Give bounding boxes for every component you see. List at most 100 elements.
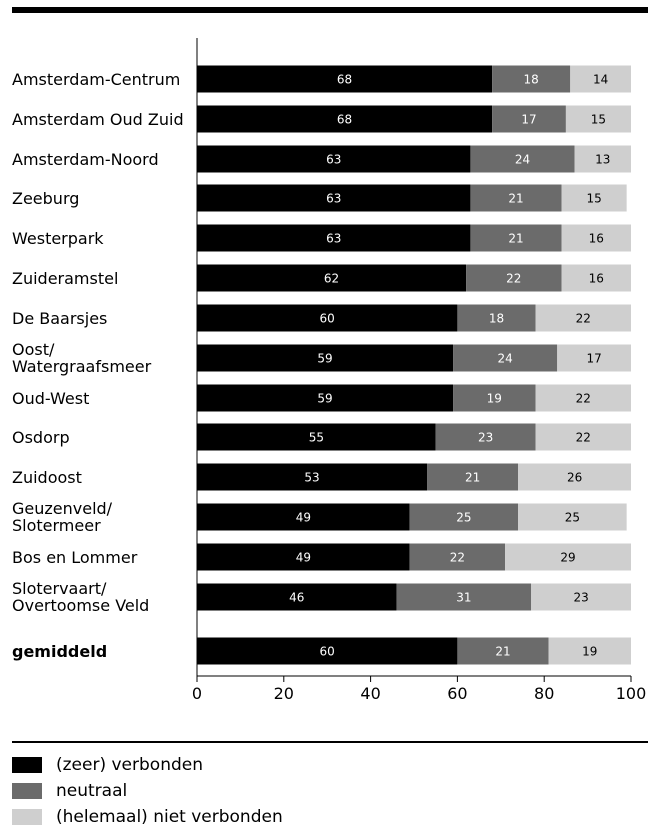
bar-amsterdam-centrum-series-1 xyxy=(492,65,571,93)
bar-geuzenveld-slotermeer-series-0 xyxy=(197,503,410,531)
data-label-zeeburg-series-0: 63 xyxy=(326,192,341,206)
data-label-zuidoost-series-1: 21 xyxy=(465,471,480,485)
category-label-oost-watergraafsmeer: Oost/Watergraafsmeer xyxy=(12,340,152,376)
data-label-osdorp-series-1: 23 xyxy=(478,431,493,445)
bar-oost-watergraafsmeer-series-0 xyxy=(197,344,454,372)
data-label-amsterdam-oud-zuid-series-1: 17 xyxy=(521,113,536,127)
data-label-geuzenveld-slotermeer-series-0: 49 xyxy=(296,511,311,525)
data-label-amsterdam-centrum-series-0: 68 xyxy=(337,73,352,87)
data-label-oud-west-series-1: 19 xyxy=(487,392,502,406)
bar-zuideramstel-series-2 xyxy=(561,264,631,292)
data-label-amsterdam-noord-series-2: 13 xyxy=(595,153,610,167)
x-tick-label-80: 80 xyxy=(534,684,554,703)
data-label-amsterdam-noord-series-0: 63 xyxy=(326,153,341,167)
bar-amsterdam-oud-zuid-series-0 xyxy=(197,105,493,133)
x-tick-label-0: 0 xyxy=(192,684,202,703)
data-label-de-baarsjes-series-2: 22 xyxy=(576,312,591,326)
data-label-gemiddeld-series-1: 21 xyxy=(495,645,510,659)
bar-osdorp-series-1 xyxy=(435,423,536,451)
legend: (zeer) verbonden neutraal (helemaal) nie… xyxy=(12,752,283,830)
bar-zeeburg-series-1 xyxy=(470,184,562,212)
top-rule xyxy=(12,7,648,13)
data-label-zuideramstel-series-0: 62 xyxy=(324,272,339,286)
data-label-oud-west-series-2: 22 xyxy=(576,392,591,406)
category-label-zuidoost: Zuidoost xyxy=(12,468,82,487)
legend-label-verbonden: (zeer) verbonden xyxy=(56,755,203,775)
category-label-bos-en-lommer: Bos en Lommer xyxy=(12,548,138,567)
data-label-amsterdam-centrum-series-1: 18 xyxy=(524,73,539,87)
data-label-amsterdam-oud-zuid-series-2: 15 xyxy=(591,113,606,127)
bar-oud-west-series-1 xyxy=(453,384,536,412)
bar-zeeburg-series-0 xyxy=(197,184,471,212)
bar-zeeburg-series-2 xyxy=(561,184,627,212)
bar-bos-en-lommer-series-1 xyxy=(409,543,506,571)
x-axis: 0 20 40 60 80 100 xyxy=(192,38,646,703)
bar-de-baarsjes-series-2 xyxy=(535,304,631,332)
legend-swatch-verbonden xyxy=(12,757,42,773)
bar-amsterdam-oud-zuid-series-2 xyxy=(565,105,631,133)
legend-label-niet-verbonden: (helemaal) niet verbonden xyxy=(56,807,283,827)
bar-oost-watergraafsmeer-series-1 xyxy=(453,344,558,372)
category-label-osdorp: Osdorp xyxy=(12,428,70,447)
category-label-zuideramstel: Zuideramstel xyxy=(12,269,118,288)
bar-westerpark-series-1 xyxy=(470,224,562,252)
data-label-westerpark-series-0: 63 xyxy=(326,232,341,246)
bar-bos-en-lommer-series-2 xyxy=(505,543,631,571)
data-label-bos-en-lommer-series-1: 22 xyxy=(450,551,465,565)
data-label-zuidoost-series-2: 26 xyxy=(567,471,582,485)
x-tick-label-100: 100 xyxy=(616,684,647,703)
bar-westerpark-series-0 xyxy=(197,224,471,252)
bar-osdorp-series-2 xyxy=(535,423,631,451)
category-label-westerpark: Westerpark xyxy=(12,229,104,248)
category-labels-group: Amsterdam-Centrum Amsterdam Oud Zuid Amste… xyxy=(12,70,184,661)
bar-amsterdam-noord-series-2 xyxy=(574,145,631,173)
x-tick-label-40: 40 xyxy=(360,684,380,703)
data-label-zeeburg-series-1: 21 xyxy=(508,192,523,206)
bar-geuzenveld-slotermeer-series-1 xyxy=(409,503,519,531)
bar-zuideramstel-series-0 xyxy=(197,264,467,292)
data-label-osdorp-series-0: 55 xyxy=(309,431,324,445)
category-label-zeeburg: Zeeburg xyxy=(12,189,79,208)
data-label-oud-west-series-0: 59 xyxy=(317,392,332,406)
data-label-gemiddeld-series-0: 60 xyxy=(320,645,335,659)
bar-geuzenveld-slotermeer-series-2 xyxy=(518,503,627,531)
data-label-amsterdam-centrum-series-2: 14 xyxy=(593,73,608,87)
category-label-amsterdam-oud-zuid: Amsterdam Oud Zuid xyxy=(12,110,184,129)
bar-osdorp-series-0 xyxy=(197,423,436,451)
bar-gemiddeld-series-1 xyxy=(457,637,549,665)
stacked-bar-chart: 68 18 14 68 17 15 63 24 13 63 21 15 63 21 16 62 22 16 60 18… xyxy=(12,38,646,703)
bar-oud-west-series-0 xyxy=(197,384,454,412)
data-label-oost-watergraafsmeer-series-1: 24 xyxy=(497,352,512,366)
category-label-amsterdam-noord: Amsterdam-Noord xyxy=(12,150,159,169)
legend-item-niet-verbonden: (helemaal) niet verbonden xyxy=(12,804,283,830)
data-label-westerpark-series-1: 21 xyxy=(508,232,523,246)
bar-slotervaart-overtoomse-veld-series-0 xyxy=(197,583,397,611)
data-label-amsterdam-oud-zuid-series-0: 68 xyxy=(337,113,352,127)
category-label-slotervaart-overtoomse-veld: Slotervaart/Overtoomse Veld xyxy=(12,579,149,615)
data-label-geuzenveld-slotermeer-series-2: 25 xyxy=(565,511,580,525)
data-label-slotervaart-overtoomse-veld-series-2: 23 xyxy=(573,591,588,605)
bar-slotervaart-overtoomse-veld-series-2 xyxy=(531,583,631,611)
category-label-gemiddeld: gemiddeld xyxy=(12,642,107,661)
bar-de-baarsjes-series-1 xyxy=(457,304,536,332)
bar-amsterdam-noord-series-1 xyxy=(470,145,575,173)
x-tick-label-20: 20 xyxy=(274,684,294,703)
bar-amsterdam-noord-series-0 xyxy=(197,145,471,173)
bar-westerpark-series-2 xyxy=(561,224,631,252)
data-label-oost-watergraafsmeer-series-0: 59 xyxy=(317,352,332,366)
data-label-geuzenveld-slotermeer-series-1: 25 xyxy=(456,511,471,525)
legend-item-verbonden: (zeer) verbonden xyxy=(12,752,283,778)
bar-amsterdam-centrum-series-0 xyxy=(197,65,493,93)
data-label-gemiddeld-series-2: 19 xyxy=(582,645,597,659)
data-label-de-baarsjes-series-0: 60 xyxy=(320,312,335,326)
category-label-amsterdam-centrum: Amsterdam-Centrum xyxy=(12,70,180,89)
bar-de-baarsjes-series-0 xyxy=(197,304,458,332)
bar-zuidoost-series-1 xyxy=(427,463,519,491)
bar-bos-en-lommer-series-0 xyxy=(197,543,410,571)
bar-gemiddeld-series-2 xyxy=(548,637,631,665)
data-label-zuideramstel-series-2: 16 xyxy=(589,272,604,286)
bar-zuideramstel-series-1 xyxy=(466,264,562,292)
data-label-zuideramstel-series-1: 22 xyxy=(506,272,521,286)
bar-oud-west-series-2 xyxy=(535,384,631,412)
bar-slotervaart-overtoomse-veld-series-1 xyxy=(396,583,532,611)
